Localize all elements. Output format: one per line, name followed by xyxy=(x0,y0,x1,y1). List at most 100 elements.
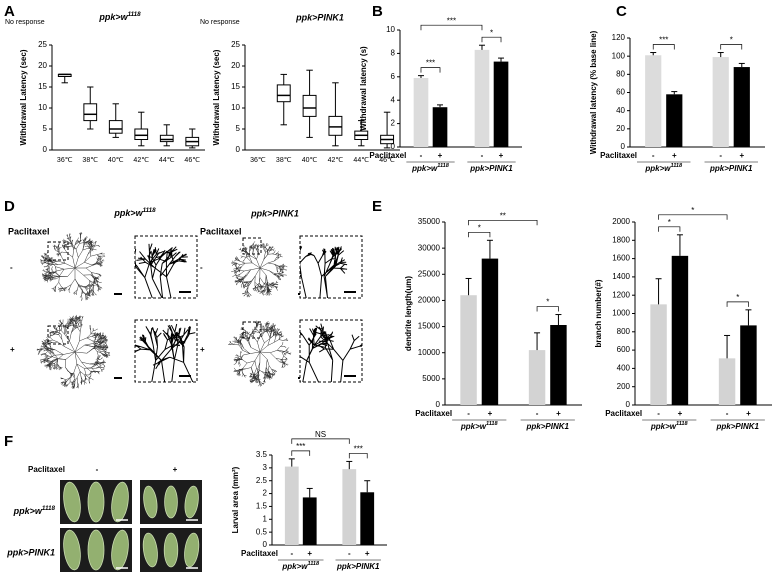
y-tick-label: 0.5 xyxy=(256,527,268,536)
x-tick-label: 38℃ xyxy=(276,157,292,164)
significance-label: NS xyxy=(315,430,326,439)
box xyxy=(108,120,123,134)
larva xyxy=(63,529,81,571)
y-tick-label: 15 xyxy=(231,82,240,91)
x-tick-label: 36℃ xyxy=(250,157,266,164)
significance-bracket xyxy=(420,67,441,73)
y-tick-label: 5 xyxy=(236,124,241,133)
significance-bracket xyxy=(726,301,749,307)
bar xyxy=(460,295,477,405)
larva xyxy=(63,481,81,523)
bar xyxy=(302,497,317,545)
x-tick-label: ppk>PINK1 xyxy=(469,164,513,173)
row-label: ppk>PINK1 xyxy=(6,547,55,557)
x-tick-label: ppk>w1118 xyxy=(281,561,320,571)
bar xyxy=(413,77,429,147)
y-axis-label: Withdrawal Latency (sec) xyxy=(212,49,221,145)
legend-label: + xyxy=(556,409,561,418)
bar xyxy=(474,49,490,147)
box xyxy=(302,94,317,117)
significance-label: * xyxy=(490,28,493,37)
significance-label: * xyxy=(730,36,733,45)
treatment-label: Paclitaxel xyxy=(200,226,242,236)
y-axis-label: branch number(#) xyxy=(594,279,603,347)
no-response-note: No response xyxy=(5,19,45,26)
y-tick-label: 3 xyxy=(263,463,268,472)
y-tick-label: 6 xyxy=(391,72,396,81)
legend-label: + xyxy=(499,151,504,160)
row-label: ppk>w1118 xyxy=(13,505,56,516)
significance-bracket xyxy=(291,438,350,444)
y-tick-label: 2000 xyxy=(612,217,630,226)
y-tick-label: 25000 xyxy=(418,269,441,278)
y-tick-label: 120 xyxy=(612,33,626,42)
legend-title: Paclitaxel xyxy=(415,409,452,418)
x-tick-label: 44℃ xyxy=(159,157,175,164)
legend-label: + xyxy=(365,549,370,558)
y-tick-label: 5000 xyxy=(422,374,440,383)
row-label: - xyxy=(10,263,13,272)
dendrite-zoom xyxy=(300,323,362,382)
larva xyxy=(87,481,105,523)
y-tick-label: 10000 xyxy=(418,348,441,357)
bar xyxy=(528,350,546,405)
box xyxy=(276,84,291,103)
legend-label: + xyxy=(739,151,744,160)
y-tick-label: 25 xyxy=(38,40,47,49)
significance-label: * xyxy=(691,206,694,215)
column-label: + xyxy=(173,465,178,474)
legend-label: - xyxy=(467,409,470,418)
larva xyxy=(184,532,200,568)
row-label: - xyxy=(200,263,203,272)
y-tick-label: 4 xyxy=(391,95,396,104)
bar xyxy=(671,255,689,405)
significance-bracket xyxy=(658,226,681,232)
x-tick-label: 40℃ xyxy=(108,157,124,164)
y-axis-label: Withdrawal latency (s) xyxy=(359,46,368,131)
significance-label: *** xyxy=(296,442,305,451)
legend-label: + xyxy=(678,409,683,418)
treatment-label: Paclitaxel xyxy=(28,465,65,474)
y-tick-label: 5 xyxy=(43,124,48,133)
legend-label: + xyxy=(488,409,493,418)
y-tick-label: 1200 xyxy=(612,290,630,299)
panel-label: E xyxy=(372,198,382,215)
y-tick-label: 0 xyxy=(263,540,268,549)
y-tick-label: 600 xyxy=(617,345,631,354)
x-tick-label: ppk>PINK1 xyxy=(709,164,753,173)
significance-label: * xyxy=(478,223,481,232)
panel-title: ppk>PINK1 xyxy=(250,208,299,218)
y-tick-label: 20 xyxy=(616,124,625,133)
dendrite xyxy=(40,232,106,301)
x-tick-label: ppk>w1118 xyxy=(411,163,450,173)
larva xyxy=(111,481,129,523)
y-tick-label: 2 xyxy=(263,489,268,498)
y-tick-label: 10 xyxy=(386,25,395,34)
bar xyxy=(342,469,357,545)
x-tick-label: ppk>w1118 xyxy=(460,421,499,431)
y-axis-label: Withdrawal latency (% base line) xyxy=(589,30,598,154)
significance-label: * xyxy=(736,293,739,302)
legend-label: - xyxy=(481,151,484,160)
significance-label: *** xyxy=(426,59,435,68)
legend-label: - xyxy=(348,549,351,558)
significance-bracket xyxy=(536,306,559,312)
legend-label: + xyxy=(307,549,312,558)
bar xyxy=(481,258,499,405)
larva xyxy=(163,532,179,568)
x-tick-label: ppk>PINK1 xyxy=(336,562,380,571)
y-tick-label: 15 xyxy=(38,82,47,91)
x-tick-label: 36℃ xyxy=(57,157,73,164)
y-tick-label: 1400 xyxy=(612,272,630,281)
inset-box xyxy=(242,237,262,255)
legend-title: Paclitaxel xyxy=(369,151,406,160)
panel-label: C xyxy=(616,3,627,20)
y-tick-label: 1800 xyxy=(612,235,630,244)
y-tick-label: 1 xyxy=(263,514,268,523)
chart-title: ppk>PINK1 xyxy=(295,12,344,22)
significance-label: *** xyxy=(354,445,363,454)
bar xyxy=(718,358,736,405)
legend-label: - xyxy=(536,409,539,418)
significance-bracket xyxy=(291,450,311,456)
legend-title: Paclitaxel xyxy=(605,409,642,418)
